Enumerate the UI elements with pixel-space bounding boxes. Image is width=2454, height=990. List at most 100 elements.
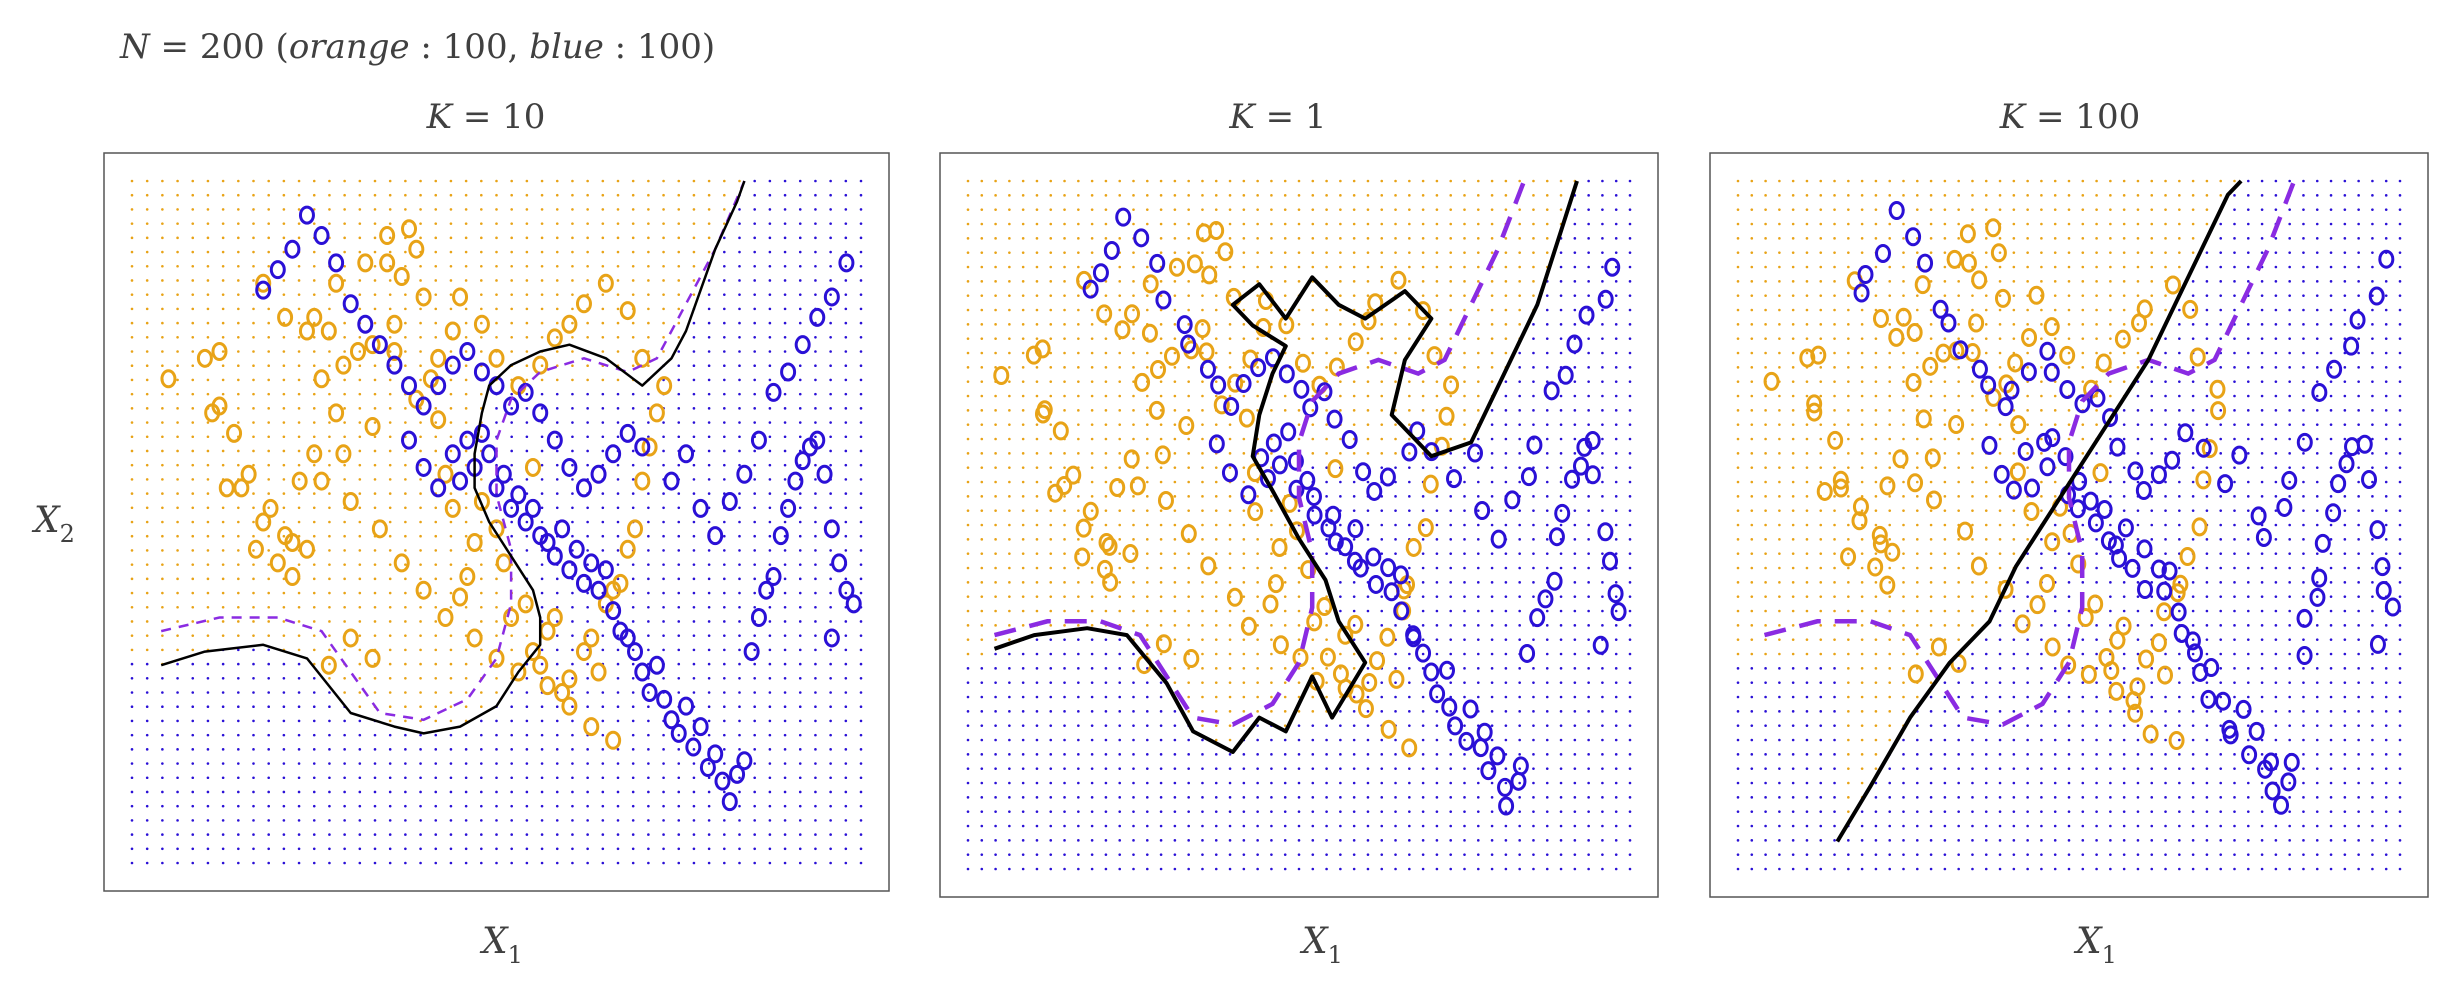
lattice-dot (328, 563, 331, 566)
lattice-dot (525, 179, 529, 183)
lattice-dot (980, 337, 984, 340)
lattice-dot (191, 407, 195, 410)
lattice-dot (692, 804, 696, 808)
orange-point (605, 730, 622, 750)
lattice-dot (1490, 208, 1494, 211)
lattice-dot (1187, 294, 1190, 297)
lattice-dot (692, 264, 696, 268)
lattice-dot (525, 449, 529, 453)
lattice-dot (1035, 796, 1039, 799)
lattice-dot (480, 236, 483, 240)
lattice-dot (1408, 667, 1411, 670)
lattice-dot (221, 321, 225, 325)
lattice-dot (555, 250, 559, 254)
lattice-dot (844, 662, 848, 666)
lattice-dot (510, 335, 513, 339)
lattice-dot (844, 478, 848, 481)
lattice-dot (1201, 681, 1204, 684)
lattice-dot (1021, 566, 1025, 570)
lattice-dot (1214, 194, 1218, 197)
lattice-dot (525, 676, 529, 680)
lattice-dot (1394, 265, 1397, 269)
lattice-dot (525, 534, 529, 538)
lattice-dot (282, 762, 286, 765)
lattice-dot (1132, 523, 1135, 527)
lattice-dot (1187, 552, 1190, 555)
lattice-dot (555, 591, 559, 595)
lattice-dot (844, 492, 848, 495)
lattice-dot (404, 407, 407, 410)
lattice-dot (312, 463, 316, 467)
lattice-dot (145, 335, 149, 339)
lattice-dot (449, 691, 453, 694)
lattice-dot (707, 648, 711, 652)
lattice-dot (343, 733, 346, 737)
lattice-dot (419, 378, 422, 382)
lattice-dot (1463, 652, 1466, 656)
lattice-dot (525, 549, 529, 552)
lattice-dot (1518, 667, 1521, 670)
lattice-dot (161, 549, 164, 552)
lattice-dot (176, 705, 179, 709)
lattice-dot (1532, 810, 1535, 813)
lattice-dot (176, 563, 179, 566)
lattice-dot (1270, 222, 1273, 226)
lattice-dot (540, 250, 544, 254)
lattice-dot (1614, 638, 1618, 641)
lattice-dot (540, 435, 544, 439)
lattice-dot (1228, 452, 1232, 455)
lattice-dot (237, 847, 240, 851)
lattice-dot (540, 733, 544, 737)
lattice-dot (753, 279, 756, 282)
lattice-dot (221, 719, 225, 723)
lattice-dot (723, 193, 726, 197)
lattice-dot (1256, 280, 1259, 283)
lattice-dot (616, 705, 620, 709)
lattice-dot (1077, 265, 1080, 269)
lattice-dot (252, 222, 255, 225)
lattice-dot (221, 293, 225, 296)
lattice-dot (252, 719, 255, 723)
lattice-dot (1421, 796, 1425, 799)
lattice-dot (1532, 294, 1535, 297)
blue-point (736, 464, 753, 484)
lattice-dot (510, 634, 513, 637)
lattice-dot (1628, 867, 1632, 871)
lattice-dot (994, 308, 997, 312)
lattice-dot (768, 293, 772, 296)
lattice-dot (540, 449, 544, 453)
lattice-dot (1297, 265, 1301, 269)
lattice-dot (1228, 681, 1232, 684)
lattice-dot (282, 506, 286, 510)
lattice-dot (510, 321, 513, 325)
lattice-dot (1201, 796, 1204, 799)
lattice-dot (1270, 308, 1273, 312)
lattice-dot (707, 819, 711, 822)
lattice-dot (555, 776, 559, 780)
lattice-dot (373, 691, 377, 694)
lattice-dot (282, 776, 286, 780)
lattice-dot (1435, 753, 1439, 756)
lattice-dot (1380, 796, 1384, 799)
lattice-dot (1408, 194, 1411, 197)
lattice-dot (464, 492, 468, 495)
lattice-dot (753, 293, 756, 296)
lattice-dot (814, 435, 817, 439)
lattice-dot (1476, 466, 1480, 469)
lattice-dot (555, 719, 559, 723)
lattice-dot (510, 861, 513, 865)
lattice-dot (1435, 495, 1439, 498)
lattice-dot (1008, 824, 1011, 828)
lattice-dot (1035, 237, 1039, 240)
lattice-dot (312, 833, 316, 836)
lattice-dot (525, 264, 529, 268)
lattice-dot (1394, 710, 1397, 713)
lattice-dot (1035, 638, 1039, 641)
lattice-dot (1311, 509, 1315, 512)
lattice-dot (540, 776, 544, 780)
lattice-dot (753, 407, 756, 410)
lattice-dot (586, 520, 589, 524)
lattice-dot (1311, 710, 1315, 713)
data-points (160, 205, 862, 812)
orange-point (401, 219, 418, 239)
